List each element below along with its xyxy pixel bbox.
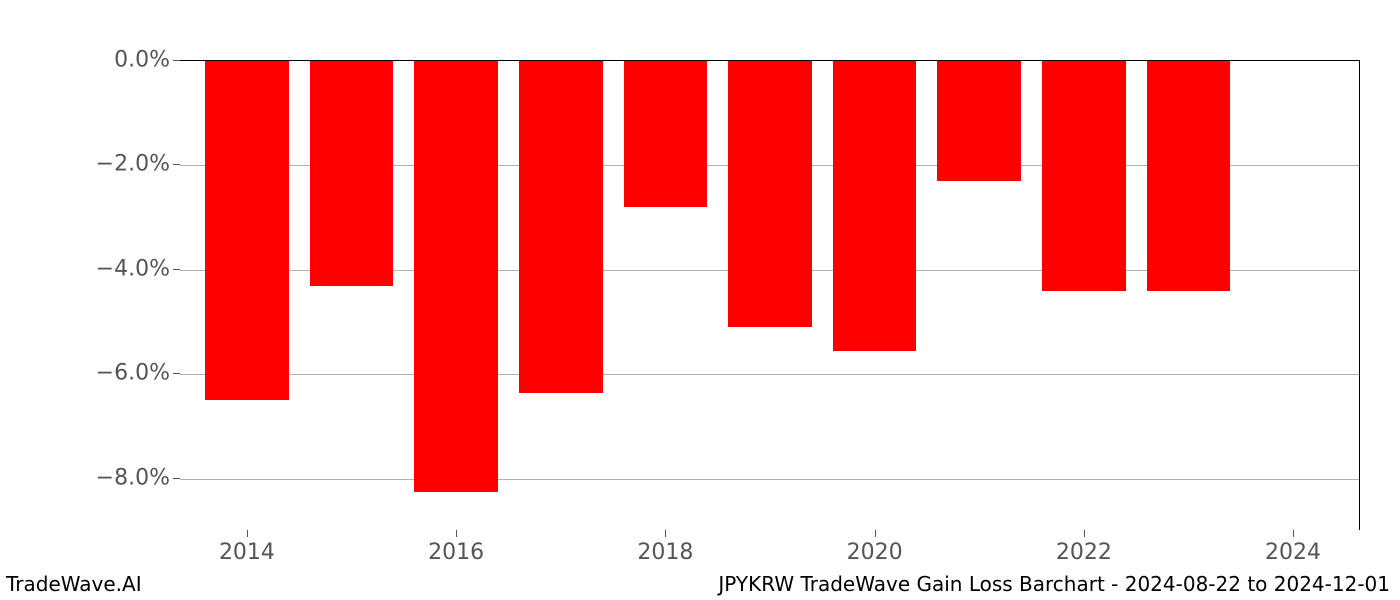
- x-tick-mark: [456, 530, 457, 537]
- chart-caption: JPYKRW TradeWave Gain Loss Barchart - 20…: [718, 572, 1390, 596]
- x-tick-mark: [1293, 530, 1294, 537]
- x-tick-label: 2018: [637, 540, 693, 565]
- x-tick-mark: [875, 530, 876, 537]
- watermark-left: TradeWave.AI: [6, 572, 142, 596]
- y-tick-label: −4.0%: [96, 256, 170, 281]
- y-tick-label: −8.0%: [96, 465, 170, 490]
- gridline: [180, 374, 1359, 375]
- x-tick-label: 2020: [847, 540, 903, 565]
- x-tick-label: 2024: [1265, 540, 1321, 565]
- chart-plot-area: [180, 60, 1360, 530]
- x-tick-mark: [1084, 530, 1085, 537]
- y-tick-mark: [173, 269, 180, 270]
- x-tick-label: 2022: [1056, 540, 1112, 565]
- x-tick-label: 2014: [219, 540, 275, 565]
- bar: [1042, 61, 1126, 291]
- bar: [414, 61, 498, 492]
- bar: [624, 61, 708, 207]
- gridline: [180, 479, 1359, 480]
- y-tick-mark: [173, 478, 180, 479]
- bar: [205, 61, 289, 400]
- bar: [310, 61, 394, 286]
- y-tick-label: −6.0%: [96, 361, 170, 386]
- bar: [519, 61, 603, 393]
- y-tick-mark: [173, 164, 180, 165]
- bar: [1147, 61, 1231, 291]
- x-tick-label: 2016: [428, 540, 484, 565]
- bar: [728, 61, 812, 327]
- y-tick-label: −2.0%: [96, 152, 170, 177]
- x-tick-mark: [665, 530, 666, 537]
- y-tick-mark: [173, 60, 180, 61]
- x-tick-mark: [247, 530, 248, 537]
- y-tick-label: 0.0%: [114, 48, 170, 73]
- y-tick-mark: [173, 373, 180, 374]
- bar: [833, 61, 917, 351]
- bar: [937, 61, 1021, 181]
